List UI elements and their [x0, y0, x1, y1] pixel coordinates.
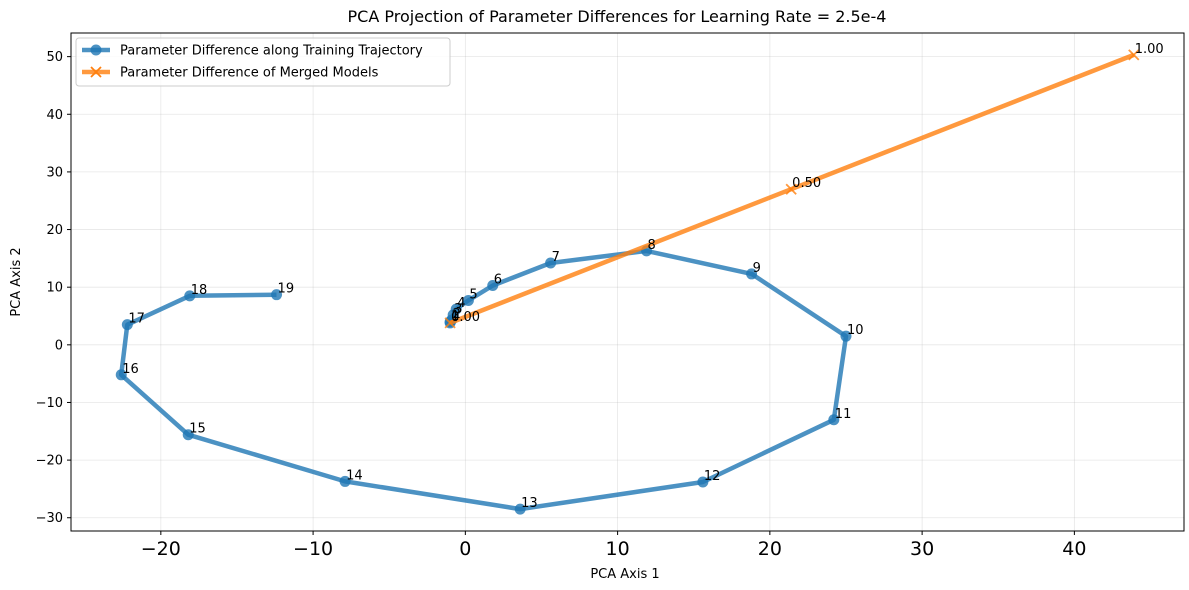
merged-point — [785, 183, 797, 195]
point-label: 0.50 — [792, 176, 821, 191]
y-tick-label: 0 — [55, 338, 63, 353]
point-label: 7 — [552, 250, 560, 265]
y-tick-label: −30 — [36, 511, 63, 526]
legend-marker — [90, 66, 102, 78]
series-layer — [115, 49, 1140, 515]
trajectory-point — [545, 257, 557, 269]
x-tick-label: 30 — [910, 538, 934, 560]
point-label: 11 — [835, 407, 852, 422]
y-tick-label: 20 — [46, 223, 63, 238]
y-tick-label: −10 — [36, 396, 63, 411]
legend-label: Parameter Difference along Training Traj… — [120, 44, 423, 59]
x-tick-label: 0 — [459, 538, 471, 560]
point-label: 2 — [453, 307, 461, 322]
x-tick-label: −10 — [293, 538, 333, 560]
plot-frame — [70, 32, 1185, 532]
point-label: 10 — [847, 323, 864, 338]
trajectory-point — [840, 330, 852, 342]
trajectory-point — [182, 429, 194, 441]
y-tick-label: 30 — [46, 165, 63, 180]
trajectory-point — [462, 294, 474, 306]
trajectory-point — [487, 279, 499, 291]
legend: Parameter Difference along Training Traj… — [75, 37, 451, 87]
point-label: 18 — [191, 283, 208, 298]
point-label: 12 — [704, 469, 721, 484]
point-label: 13 — [521, 496, 538, 511]
y-tick-label: 40 — [46, 108, 63, 123]
point-label: 4 — [457, 296, 465, 311]
chart-title: PCA Projection of Parameter Differences … — [348, 7, 887, 26]
legend-box — [75, 37, 451, 87]
x-tick-label: 40 — [1062, 538, 1086, 560]
grid — [71, 33, 1184, 531]
trajectory-point — [450, 303, 462, 315]
merged-point — [444, 317, 456, 329]
point-label: 3 — [454, 302, 462, 317]
point-label: 0.00 — [451, 310, 480, 325]
trajectory-point — [184, 290, 196, 302]
legend-marker — [90, 44, 102, 56]
trajectory-point — [115, 369, 127, 381]
point-label: 1.00 — [1135, 42, 1164, 57]
x-tick-label: −20 — [141, 538, 181, 560]
point-label: 0 — [451, 310, 459, 325]
point-label: 5 — [469, 287, 477, 302]
legend-label: Parameter Difference of Merged Models — [120, 66, 379, 81]
trajectory-point — [271, 289, 283, 301]
merged-point — [1128, 49, 1140, 61]
trajectory-point — [828, 414, 840, 426]
trajectory-point — [746, 268, 758, 280]
point-label: 16 — [122, 362, 139, 377]
x-tick-label: 10 — [606, 538, 630, 560]
point-label: 15 — [189, 422, 206, 437]
trajectory-point — [514, 503, 526, 515]
x-tick-label: 20 — [758, 538, 782, 560]
x-axis-title: PCA Axis 1 — [590, 567, 659, 582]
point-label: 8 — [648, 238, 656, 253]
point-label: 6 — [494, 272, 502, 287]
point-label: 14 — [346, 468, 363, 483]
trajectory-point — [121, 319, 133, 331]
y-tick-label: 10 — [46, 281, 63, 296]
point-label: 1 — [451, 309, 459, 324]
point-label: 19 — [278, 282, 295, 297]
trajectory-point — [339, 475, 351, 487]
point-label: 17 — [128, 312, 145, 327]
point-label: 9 — [753, 261, 761, 276]
y-axis-title: PCA Axis 2 — [9, 247, 24, 316]
y-tick-label: 50 — [46, 50, 63, 65]
y-tick-label: −20 — [36, 454, 63, 469]
trajectory-point — [697, 476, 709, 488]
